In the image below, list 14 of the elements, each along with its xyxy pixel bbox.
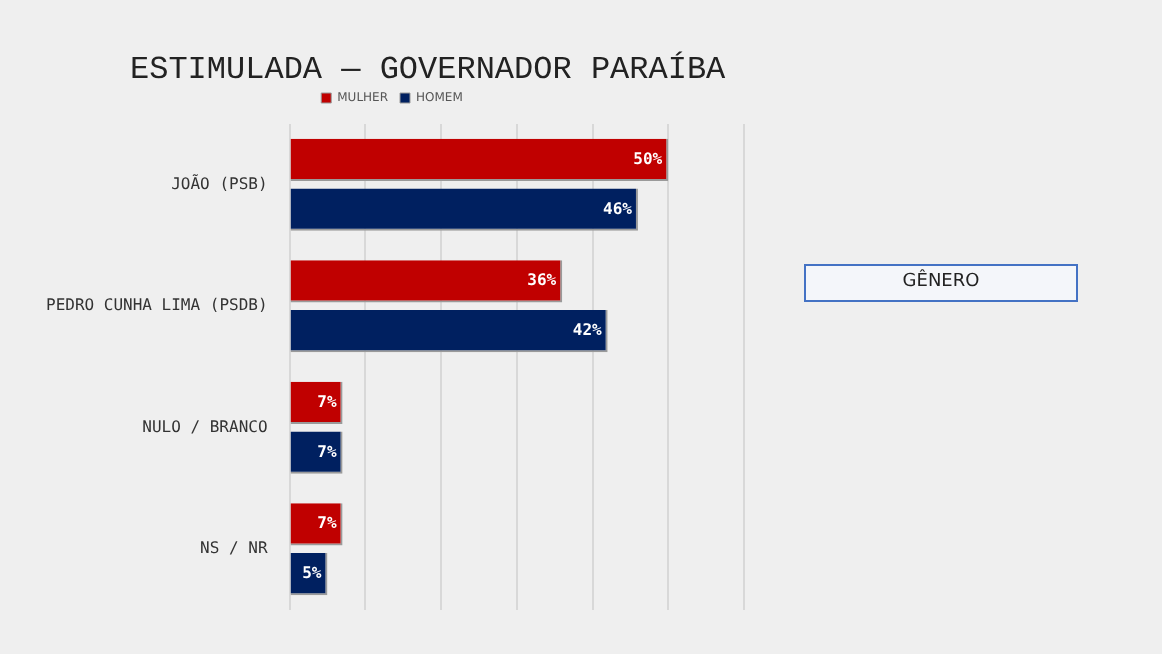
data-label: 36% (527, 271, 557, 290)
y-tick-label: NS / NR (200, 539, 268, 558)
text: GÊNERO (804, 264, 1078, 302)
y-tick-label: JOÃO (PSB) (171, 172, 268, 193)
data-label: 50% (633, 150, 663, 168)
data-label: 5% (302, 564, 322, 583)
data-label: 7% (317, 514, 337, 533)
data-label: 42% (572, 321, 603, 340)
chart-title: ESTIMULADA — GOVERNADOR PARAÍBA (130, 50, 727, 89)
y-tick-label: NULO / BRANCO (142, 417, 268, 436)
y-tick-label: PEDRO CUNHA LIMA (PSDB) (45, 296, 268, 315)
data-label: 7% (317, 393, 337, 411)
data-label: 7% (317, 442, 337, 461)
data-label: 46% (603, 199, 633, 218)
